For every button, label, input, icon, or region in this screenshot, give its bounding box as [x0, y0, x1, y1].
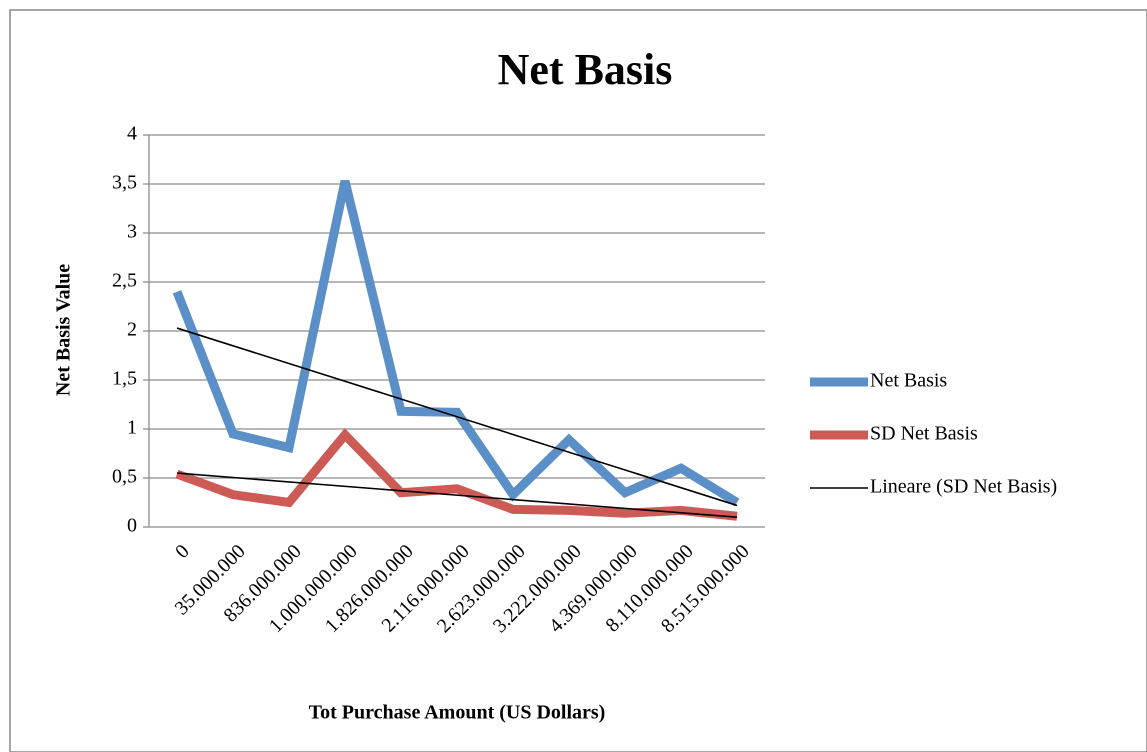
legend-label: Net Basis: [870, 370, 947, 392]
legend-label: Lineare (SD Net Basis): [870, 476, 1057, 498]
y-tick-label: 3,5: [112, 172, 137, 194]
x-axis-label: Tot Purchase Amount (US Dollars): [309, 702, 606, 724]
trend-line: [176, 327, 738, 507]
y-tick-label: 3: [127, 221, 137, 243]
chart-title: Net Basis: [498, 45, 673, 94]
y-tick-label: 4: [127, 123, 137, 145]
y-tick-label: 0,5: [112, 466, 137, 488]
y-tick-label: 0: [127, 515, 137, 537]
series-line: [172, 179, 740, 507]
series-line: [175, 428, 738, 521]
y-tick-label: 2: [127, 319, 137, 341]
chart-frame: [9, 9, 1147, 752]
y-tick-label: 1: [127, 417, 137, 439]
legend-label: SD Net Basis: [870, 423, 978, 445]
y-tick-label: 2,5: [112, 270, 137, 292]
trend-line: [176, 472, 738, 518]
y-tick-label: 1,5: [112, 368, 137, 390]
y-axis-label: Net Basis Value: [53, 264, 75, 396]
